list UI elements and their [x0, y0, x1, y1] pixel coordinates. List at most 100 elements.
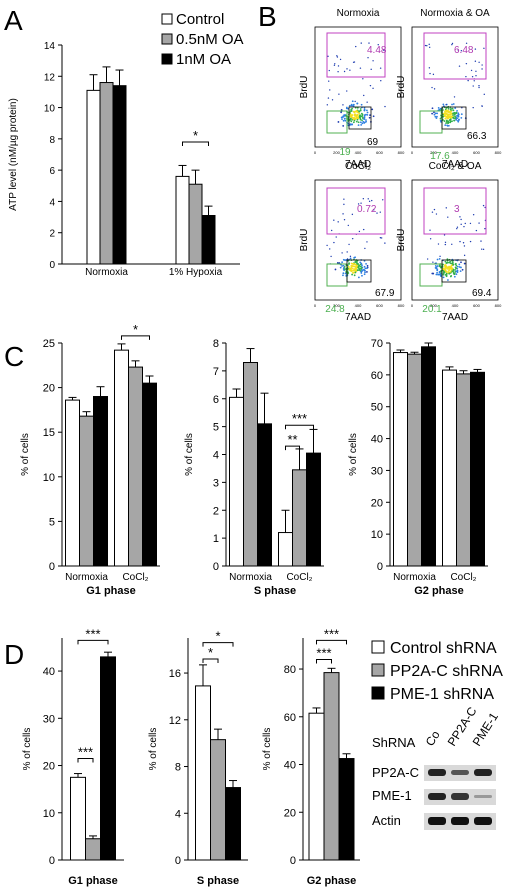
flow-xtick-2: 0	[314, 303, 317, 308]
flow-dot-3	[455, 273, 458, 276]
flow-dot-0	[360, 124, 363, 126]
chart-title-d-g2: G2 phase	[307, 875, 357, 887]
flow-xtick-1: 0	[411, 150, 414, 155]
flow-dot-1	[460, 113, 463, 116]
flow-value-g2-2: 67.9	[375, 288, 395, 299]
flow-dot-1	[452, 109, 455, 112]
flow-dot-1	[457, 118, 460, 121]
flow-xtick-1: 800	[495, 150, 502, 155]
flow-xtick-1: 400	[452, 150, 459, 155]
flow-dot-2	[353, 269, 356, 272]
flow-dot-2	[346, 251, 348, 253]
flow-dot-0	[359, 67, 362, 69]
flow-dot-0	[367, 57, 369, 59]
flow-dot-3	[445, 207, 447, 209]
flow-dot-1	[465, 62, 468, 65]
significance-bracket-d-g1	[77, 639, 109, 645]
flow-dot-3	[451, 260, 454, 262]
significance-bracket-c-s	[285, 424, 314, 430]
flow-dot-3	[447, 279, 449, 281]
flow-dot-2	[379, 237, 382, 239]
flow-dot-0	[350, 114, 353, 117]
flow-dot-1	[431, 107, 434, 110]
flow-dot-3	[439, 274, 442, 277]
flow-dot-0	[350, 120, 353, 123]
flow-dot-1	[444, 110, 446, 113]
flow-dot-3	[448, 265, 450, 268]
flow-dot-3	[431, 211, 434, 213]
flow-dot-0	[353, 116, 356, 119]
flow-xtick-2: 800	[398, 303, 405, 308]
flow-dot-3	[436, 269, 439, 272]
flow-xtick-1: 200	[430, 150, 437, 155]
flow-dot-2	[366, 271, 368, 273]
flow-dot-1	[451, 115, 454, 118]
flow-dot-0	[353, 119, 356, 122]
flow-dot-3	[462, 242, 465, 244]
legend-d-label-pme1: PME-1 shRNA	[390, 686, 494, 703]
flow-dot-3	[443, 270, 445, 273]
flow-dot-1	[444, 124, 447, 127]
flow-dot-2	[352, 269, 354, 272]
flow-dot-0	[348, 104, 351, 107]
x-tick-label-c-g2: CoCl₂	[450, 572, 476, 583]
flow-dot-0	[349, 123, 352, 126]
flow-dot-0	[333, 64, 336, 67]
bar-c-g2-0-1	[442, 369, 457, 567]
chart-c-g1-phase: 0 5 10 15 20 25 % of cells Normoxia CoCl₂ * G1 pha…	[20, 322, 160, 597]
flow-dot-0	[346, 68, 348, 70]
flow-dot-3	[426, 258, 429, 260]
flow-dot-0	[363, 109, 366, 112]
western-blot: ShRNA Co PP2A-C PME-1 PP2A-C PME-1 Actin	[372, 704, 501, 830]
flow-dot-3	[482, 204, 485, 207]
y-axis-label-c-g2: % of cells	[348, 433, 359, 476]
flow-dot-1	[460, 50, 463, 52]
flow-dot-0	[383, 49, 385, 51]
flow-dot-0	[351, 118, 354, 121]
flow-dot-0	[370, 68, 372, 71]
flow-dot-2	[348, 267, 351, 270]
flow-dot-3	[446, 267, 448, 270]
flow-dot-2	[364, 271, 366, 274]
flow-dot-1	[429, 46, 431, 49]
x-tick-label-c-s: CoCl₂	[286, 572, 312, 583]
flow-dot-2	[341, 252, 343, 254]
flow-dot-2	[360, 267, 363, 270]
flow-dot-0	[379, 67, 382, 69]
bar-c-g1-0-0	[65, 399, 80, 567]
y-tick-label-d-g1: 30	[43, 713, 55, 725]
bar-d-s-2-0	[225, 787, 241, 861]
flow-dot-3	[434, 264, 437, 267]
flow-dot-3	[484, 227, 486, 230]
y-tick-label-c-s: 5	[213, 422, 219, 434]
flow-dot-0	[363, 117, 366, 119]
flow-dot-3	[444, 241, 447, 244]
flow-dot-0	[369, 84, 372, 87]
flow-gate-g2-2	[346, 259, 372, 283]
flow-dot-1	[448, 119, 451, 122]
flow-xtick-0: 800	[398, 150, 405, 155]
bar-c-s-0-0	[229, 396, 244, 567]
y-tick-label-c-s: 1	[213, 533, 219, 545]
y-axis-label-d-s: % of cells	[148, 728, 159, 771]
y-tick-label-c-s: 4	[213, 450, 219, 462]
flow-dot-2	[342, 274, 344, 277]
flow-dot-1	[450, 112, 452, 115]
flow-dot-2	[333, 219, 335, 221]
legend-a-label-mid: 0.5nM OA	[176, 31, 244, 48]
flow-dot-1	[472, 106, 474, 109]
flow-dot-3	[453, 273, 456, 276]
flow-dot-1	[478, 61, 480, 64]
flow-dot-3	[447, 267, 450, 269]
flow-dot-2	[384, 242, 386, 244]
bar-d-g2-0-0	[308, 712, 325, 861]
flow-dot-0	[349, 113, 352, 116]
flow-dot-3	[438, 264, 441, 267]
significance-label-d-g2: ***	[316, 645, 331, 660]
flow-dot-2	[360, 262, 363, 265]
legend-d-swatch-control	[371, 640, 385, 654]
flow-xtick-3: 0	[411, 303, 414, 308]
legend-d-swatch-pme1	[371, 686, 385, 700]
flow-dot-3	[472, 214, 475, 216]
flow-dot-3	[455, 267, 457, 270]
